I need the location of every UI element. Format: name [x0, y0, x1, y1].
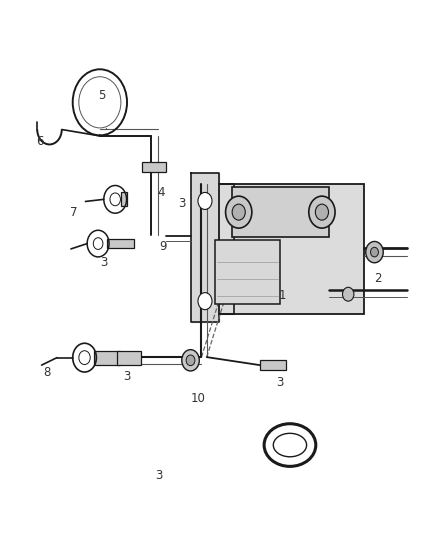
- Text: 5: 5: [98, 90, 105, 102]
- Text: 2: 2: [374, 272, 381, 285]
- Text: 7: 7: [70, 206, 78, 219]
- Bar: [232, 187, 328, 237]
- Circle shape: [366, 241, 383, 263]
- Circle shape: [226, 196, 252, 228]
- Circle shape: [315, 204, 328, 220]
- Text: 3: 3: [124, 370, 131, 383]
- Circle shape: [309, 196, 335, 228]
- Bar: [215, 240, 280, 304]
- Circle shape: [198, 192, 212, 209]
- Text: 9: 9: [159, 240, 167, 253]
- Text: 3: 3: [276, 376, 283, 389]
- Text: 8: 8: [44, 366, 51, 378]
- Polygon shape: [191, 173, 234, 322]
- Bar: [94, 351, 120, 365]
- Text: 6: 6: [35, 135, 43, 148]
- Circle shape: [371, 247, 378, 257]
- Circle shape: [198, 293, 212, 310]
- Text: 3: 3: [100, 256, 107, 269]
- Text: 4: 4: [157, 187, 165, 199]
- Text: 3: 3: [178, 197, 185, 210]
- Bar: [121, 192, 127, 206]
- Bar: [219, 184, 364, 314]
- Text: 10: 10: [191, 392, 206, 405]
- Bar: [117, 351, 141, 365]
- Bar: [107, 239, 134, 248]
- Circle shape: [182, 350, 199, 371]
- Bar: [142, 162, 166, 172]
- Circle shape: [232, 204, 245, 220]
- Text: 1: 1: [279, 289, 286, 302]
- Text: 3: 3: [155, 469, 162, 482]
- Circle shape: [186, 355, 195, 366]
- Circle shape: [343, 287, 354, 301]
- Bar: [260, 360, 286, 370]
